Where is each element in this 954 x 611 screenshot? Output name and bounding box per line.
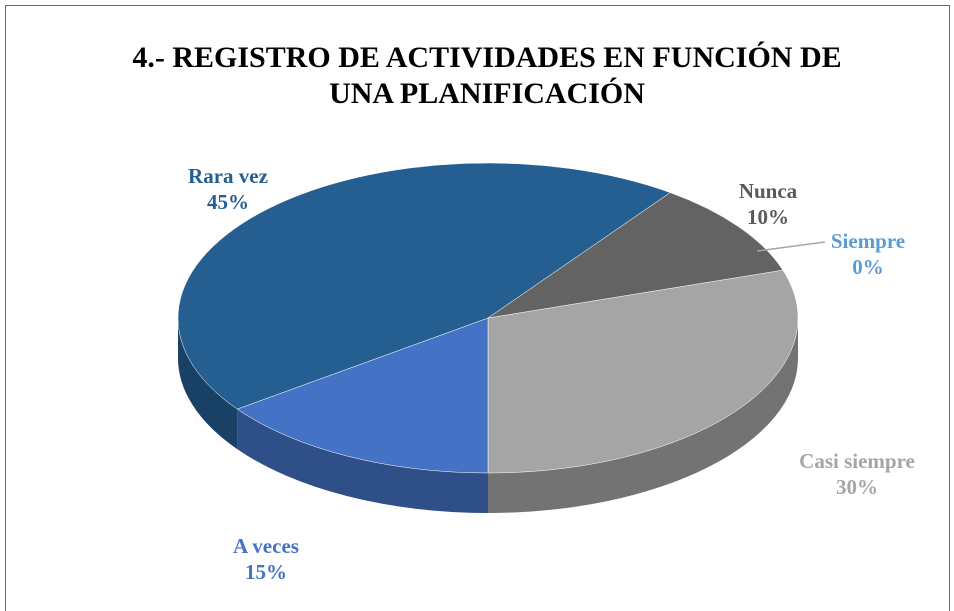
data-label: A veces 15% bbox=[233, 534, 299, 584]
leader-line bbox=[756, 241, 826, 252]
label-value: 15% bbox=[245, 560, 287, 584]
chart-border bbox=[5, 5, 950, 611]
label-category: Nunca bbox=[739, 179, 798, 203]
label-category: Rara vez bbox=[188, 164, 268, 188]
label-category: Casi siempre bbox=[799, 449, 915, 473]
slice-side-shade bbox=[237, 409, 488, 513]
label-category: A veces bbox=[233, 534, 299, 558]
data-label: Rara vez 45% bbox=[188, 164, 268, 214]
label-value: 45% bbox=[207, 190, 249, 214]
slice bbox=[487, 192, 784, 319]
slice-side bbox=[178, 318, 238, 450]
data-label: Siempre 0% bbox=[831, 229, 905, 279]
label-value: 30% bbox=[836, 475, 878, 499]
chart-title: 4.- REGISTRO DE ACTIVIDADES EN FUNCIÓN D… bbox=[132, 41, 842, 110]
slice-side-shade bbox=[178, 318, 238, 450]
slice-side-shade bbox=[488, 318, 798, 513]
slice bbox=[177, 162, 671, 410]
slice bbox=[236, 317, 489, 474]
slice-side bbox=[237, 409, 488, 513]
label-value: 0% bbox=[852, 255, 884, 279]
label-value: 10% bbox=[747, 205, 789, 229]
slice-side bbox=[488, 318, 798, 513]
data-label: Nunca 10% bbox=[739, 179, 798, 229]
data-label: Casi siempre 30% bbox=[799, 449, 915, 499]
slice bbox=[487, 269, 799, 474]
label-category: Siempre bbox=[831, 229, 905, 253]
